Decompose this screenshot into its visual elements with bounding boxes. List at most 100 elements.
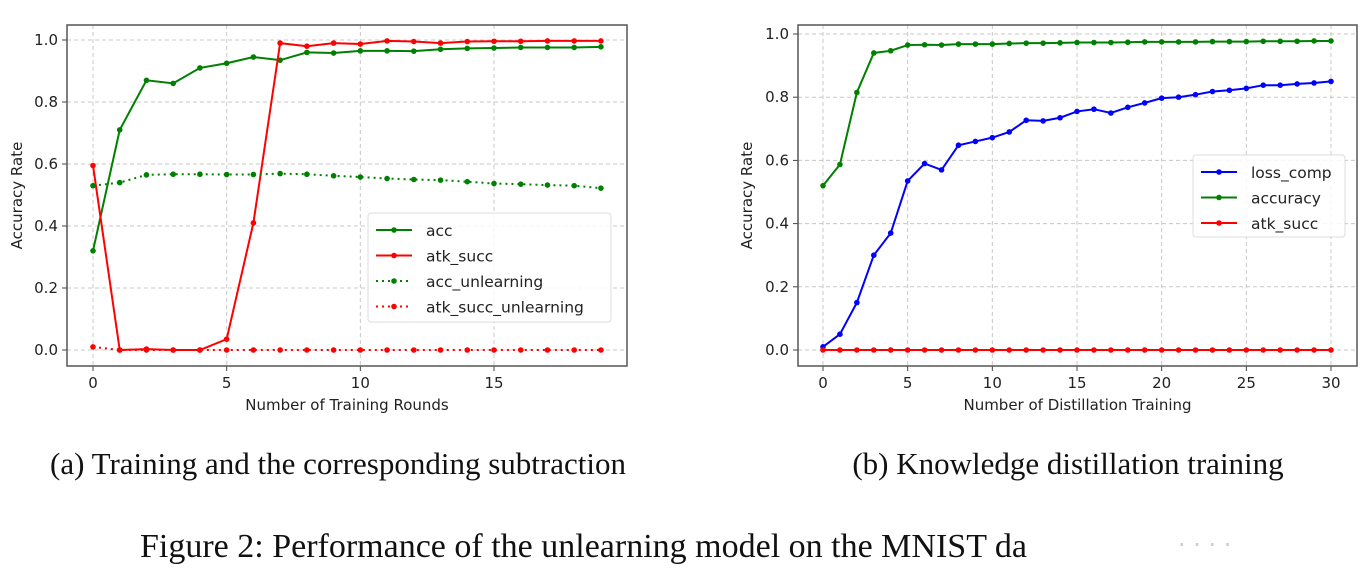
data-point-acc xyxy=(90,248,96,254)
data-point-atk-succ xyxy=(1243,347,1250,353)
chart-training-subtraction: 0 5 10 15 0.0 0.2 0.4 0.6 0.8 1.0 Number of Traini… xyxy=(8,24,628,414)
data-point-atk-succ xyxy=(517,38,524,45)
data-point-accuracy xyxy=(904,42,911,48)
data-point-accuracy xyxy=(972,41,979,47)
data-point-atk-succ xyxy=(277,40,283,46)
data-point-accuracy xyxy=(1091,39,1097,46)
data-point-accuracy xyxy=(1040,40,1046,46)
data-point-acc xyxy=(304,49,310,56)
data-point-accuracy xyxy=(1209,38,1216,45)
data-point-accuracy xyxy=(1141,39,1148,45)
data-point-accuracy xyxy=(938,42,945,48)
data-point-atk-succ-unlearning xyxy=(197,347,203,353)
data-point-atk-succ-unlearning xyxy=(143,347,150,353)
legend: acc atk_succ acc_unlearning atk_succ_unlear… xyxy=(367,212,612,323)
data-point-loss-comp xyxy=(938,167,945,173)
data-point-atk-succ xyxy=(1057,347,1063,353)
data-point-atk-succ-unlearning xyxy=(491,347,497,353)
figure-caption: Figure 2: Performance of the unlearning … xyxy=(140,528,1027,565)
y-tick-label: 1.0 xyxy=(34,31,58,49)
data-point-accuracy xyxy=(820,182,826,189)
data-point-atk-succ xyxy=(464,38,471,45)
data-point-accuracy xyxy=(1158,39,1165,45)
data-point-loss-comp xyxy=(1277,82,1283,88)
data-point-accuracy xyxy=(1294,38,1300,45)
data-point-loss-comp xyxy=(1328,78,1334,85)
data-point-acc-unlearning xyxy=(598,185,604,191)
data-point-atk-succ xyxy=(1023,347,1029,353)
series-line-acc-unlearning xyxy=(92,172,602,190)
legend-label: atk_succ xyxy=(426,248,493,267)
data-point-loss-comp xyxy=(1141,100,1148,106)
x-tick-label: 15 xyxy=(484,374,503,392)
data-point-loss-comp xyxy=(837,331,843,338)
y-tick-label: 1.0 xyxy=(765,25,789,43)
data-point-acc-unlearning xyxy=(197,171,203,178)
legend-box xyxy=(1192,154,1346,238)
data-point-acc xyxy=(143,77,150,84)
data-point-atk-succ xyxy=(571,38,577,44)
data-point-atk-succ xyxy=(955,347,962,353)
data-point-acc xyxy=(197,65,203,71)
y-tick-label: 0.4 xyxy=(765,215,789,233)
data-point-atk-succ-unlearning xyxy=(464,347,471,353)
data-point-loss-comp xyxy=(1057,114,1063,121)
y-tick-label: 0.2 xyxy=(765,278,789,296)
data-point-atk-succ xyxy=(1108,347,1114,353)
chart-knowledge-distillation: 0 5 10 15 20 25 30 0.0 0.2 0.4 0.6 0.8 1.0 Number of … xyxy=(738,24,1358,414)
data-point-atk-succ xyxy=(250,220,257,226)
data-point-atk-succ xyxy=(1006,347,1013,353)
data-point-atk-succ-unlearning xyxy=(357,347,364,353)
data-point-atk-succ xyxy=(820,347,826,353)
data-point-accuracy xyxy=(1243,38,1250,45)
data-point-acc-unlearning xyxy=(411,176,417,183)
data-point-acc-unlearning xyxy=(90,182,96,189)
data-point-atk-succ xyxy=(223,336,230,342)
legend-label: acc_unlearning xyxy=(426,273,543,292)
data-point-acc-unlearning xyxy=(250,171,257,178)
data-point-atk-succ-unlearning xyxy=(170,347,176,353)
data-point-atk-succ xyxy=(1040,347,1046,353)
data-point-acc-unlearning xyxy=(437,177,444,183)
data-point-accuracy xyxy=(1108,39,1114,46)
data-point-acc xyxy=(384,48,390,54)
data-point-accuracy xyxy=(955,41,962,47)
y-tick-label: 0.8 xyxy=(765,88,789,106)
data-point-atk-succ xyxy=(437,40,444,46)
data-point-acc xyxy=(223,60,230,67)
data-point-loss-comp xyxy=(1006,129,1013,135)
data-point-atk-succ-unlearning xyxy=(598,347,604,353)
data-point-atk-succ xyxy=(1311,347,1317,353)
data-point-loss-comp xyxy=(871,252,877,258)
data-point-atk-succ-unlearning xyxy=(277,347,283,353)
data-point-acc-unlearning xyxy=(330,172,337,179)
data-point-loss-comp xyxy=(1192,91,1199,98)
y-tick-label: 0.6 xyxy=(34,155,58,173)
x-tick-label: 0 xyxy=(818,374,828,392)
data-point-atk-succ-unlearning xyxy=(330,347,337,353)
y-tick-label: 0.6 xyxy=(765,151,789,169)
x-tick-label: 0 xyxy=(88,374,98,392)
y-tick-label: 0.8 xyxy=(34,93,58,111)
data-point-atk-succ-unlearning xyxy=(411,347,417,353)
data-point-acc-unlearning xyxy=(304,171,310,178)
y-tick-label: 0.0 xyxy=(765,341,789,359)
data-point-atk-succ-unlearning xyxy=(544,347,551,353)
x-tick-label: 5 xyxy=(903,374,913,392)
x-axis-label: Number of Distillation Training xyxy=(963,396,1191,414)
data-point-loss-comp xyxy=(1125,104,1131,111)
data-point-acc xyxy=(437,46,444,53)
data-point-accuracy xyxy=(1277,38,1283,45)
y-tick-label: 0.4 xyxy=(34,217,58,235)
data-point-atk-succ-unlearning xyxy=(571,347,577,353)
data-point-acc-unlearning xyxy=(277,170,283,177)
data-point-acc-unlearning xyxy=(384,175,390,182)
legend-label: acc xyxy=(426,222,453,240)
data-point-accuracy xyxy=(854,89,860,96)
data-point-accuracy xyxy=(1328,38,1334,44)
data-point-accuracy xyxy=(1057,40,1063,46)
data-point-atk-succ xyxy=(854,347,860,353)
x-tick-label: 10 xyxy=(983,374,1002,392)
data-point-accuracy xyxy=(921,41,928,48)
data-point-loss-comp xyxy=(972,138,979,145)
